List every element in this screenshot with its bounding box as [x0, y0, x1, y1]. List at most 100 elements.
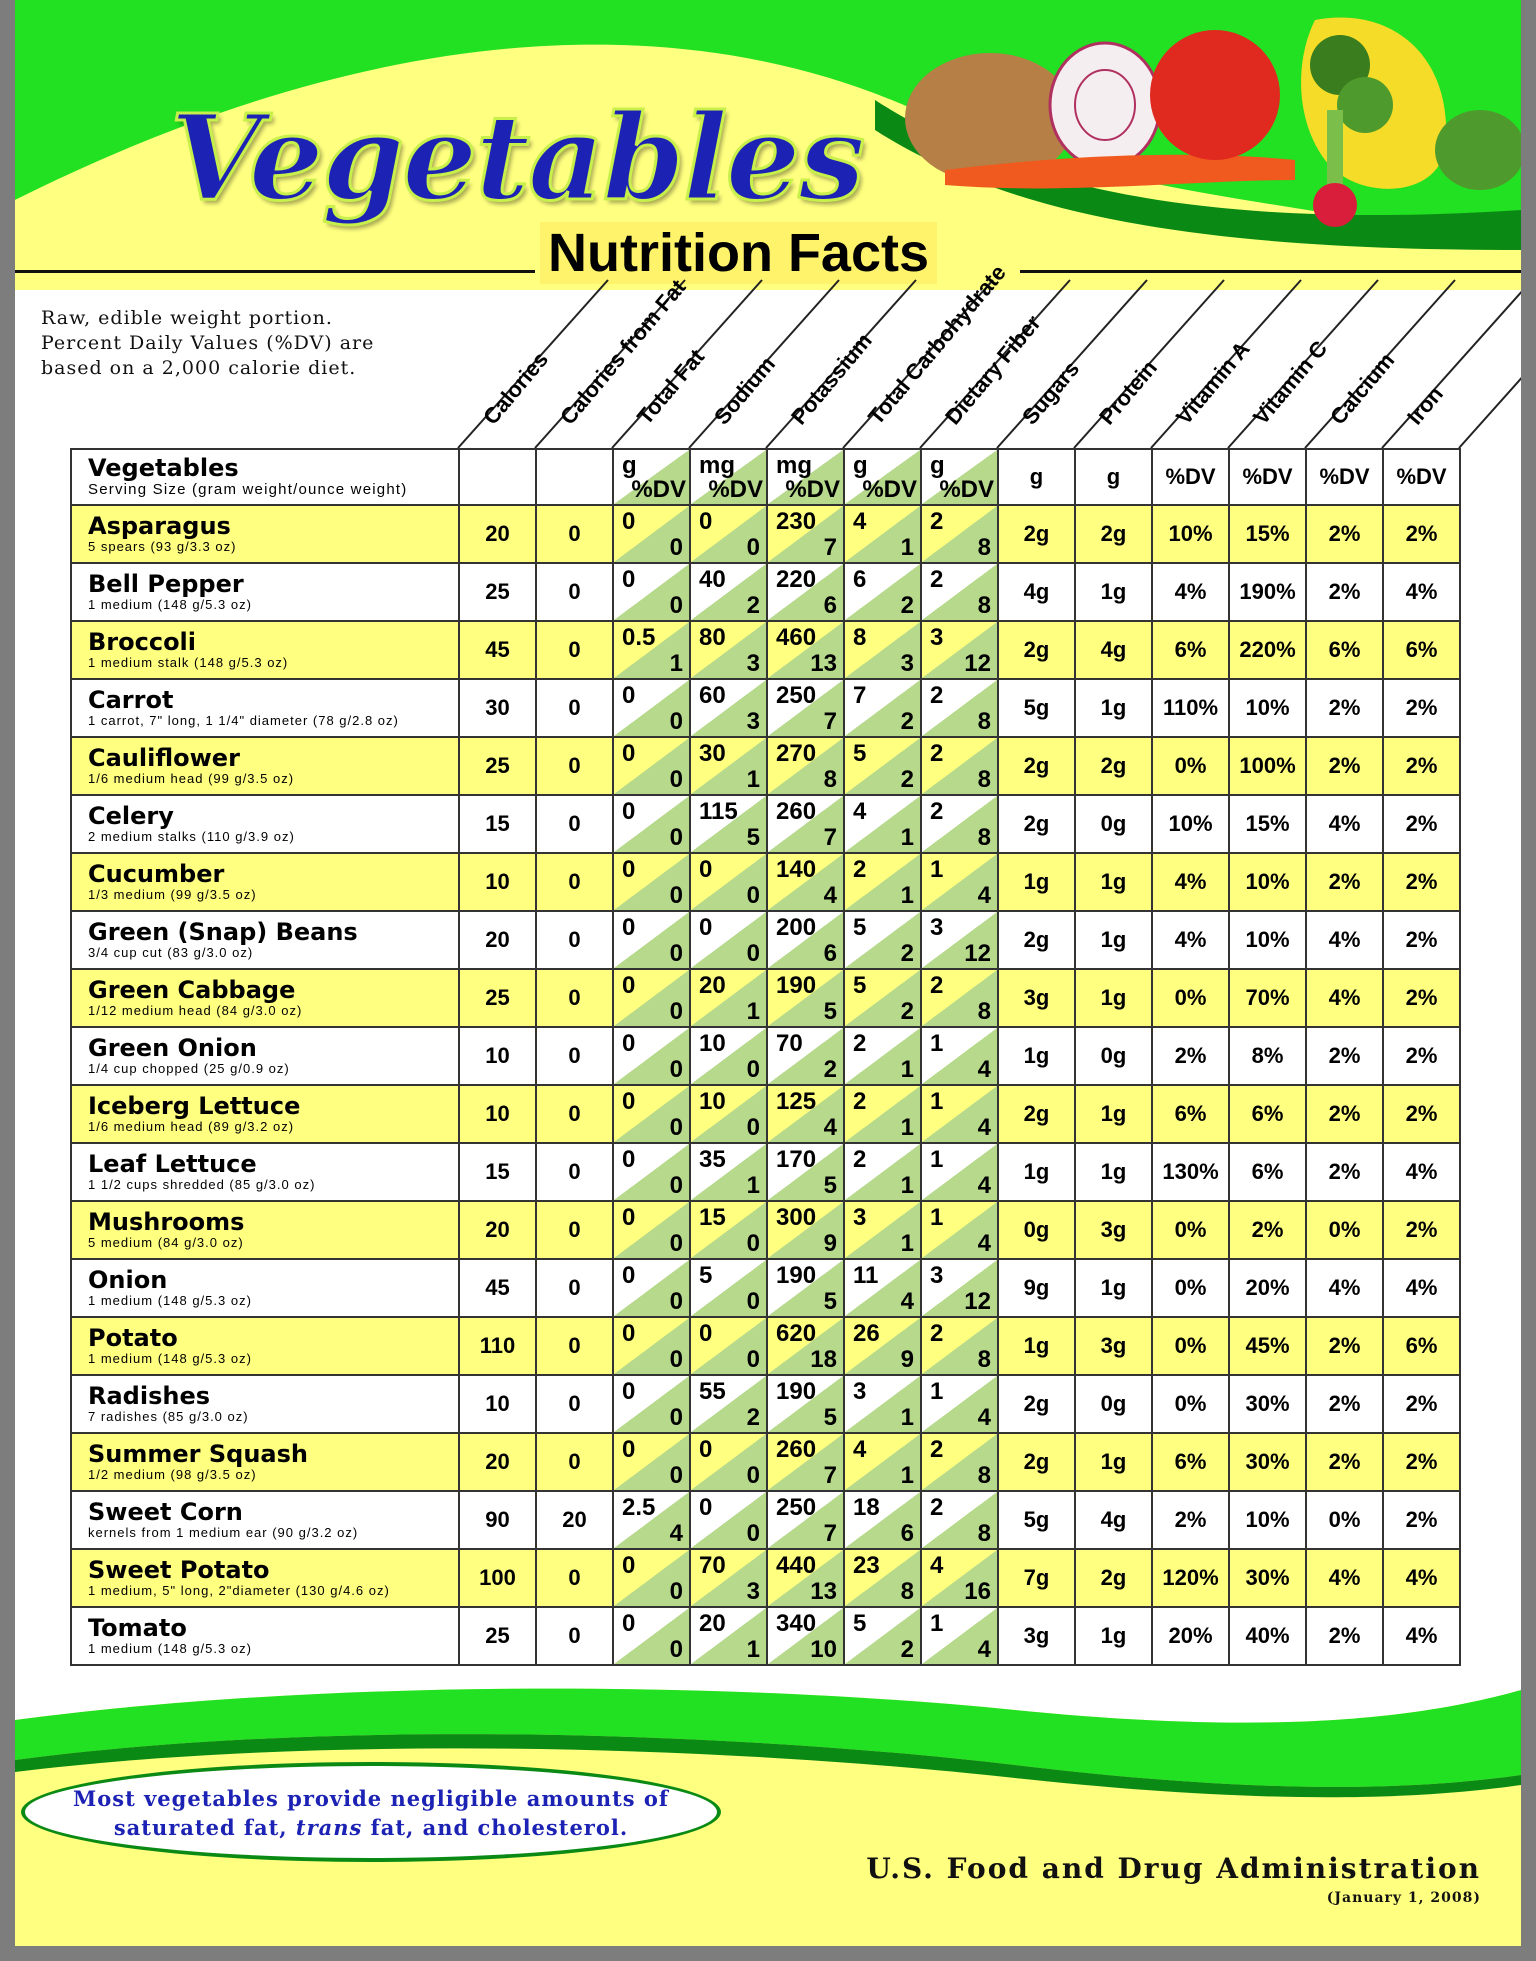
calories-cell: 25: [458, 968, 537, 1028]
unit-header-vitamin-a: %DV: [1151, 448, 1230, 506]
calories-cell: 25: [458, 562, 537, 622]
page-subtitle: Nutrition Facts: [540, 222, 938, 284]
potassium-dv: 6: [823, 592, 837, 619]
total-fat-dv: 4: [669, 1520, 683, 1547]
potassium-cell: 620 18: [766, 1316, 845, 1376]
vitamin-c-cell: 15%: [1228, 794, 1307, 854]
potassium-amount: 170: [776, 1146, 817, 1173]
header-diagonal-line: [1381, 290, 1521, 449]
protein-cell: 2g: [1074, 736, 1153, 796]
serving-size: 1 medium, 5" long, 2"diameter (130 g/4.6…: [88, 1583, 390, 1598]
total-fat-dv: 0: [669, 766, 683, 793]
dv-label: %DV: [631, 476, 686, 503]
calcium-cell: 2%: [1305, 852, 1384, 912]
header-diagonal-line: [765, 279, 917, 449]
calcium-cell: 2%: [1305, 678, 1384, 738]
vegetable-name: Summer Squash: [88, 1440, 308, 1468]
vegetable-cell: Bell Pepper 1 medium (148 g/5.3 oz): [70, 562, 460, 622]
dietary-fiber-dv: 8: [977, 766, 991, 793]
vegetable-cell: Radishes 7 radishes (85 g/3.0 oz): [70, 1374, 460, 1434]
potassium-amount: 300: [776, 1204, 817, 1231]
dietary-fiber-amount: 2: [930, 798, 944, 825]
vitamin-a-cell: 2%: [1151, 1490, 1230, 1550]
vitamin-a-cell: 4%: [1151, 910, 1230, 970]
header-diagonal-line: [611, 279, 763, 449]
vitamin-a-cell: 10%: [1151, 504, 1230, 564]
table-row: Leaf Lettuce 1 1/2 cups shredded (85 g/3.…: [70, 1142, 1461, 1202]
table-header-row: Vegetables Serving Size (gram weight/ounc…: [70, 448, 1461, 506]
potassium-amount: 260: [776, 798, 817, 825]
vitamin-a-cell: 0%: [1151, 1374, 1230, 1434]
vegetable-cell: Cauliflower 1/6 medium head (99 g/3.5 oz): [70, 736, 460, 796]
dietary-fiber-amount: 2: [930, 1436, 944, 1463]
vegetable-name: Celery: [88, 802, 174, 830]
sodium-dv: 1: [746, 1636, 760, 1663]
potassium-amount: 260: [776, 1436, 817, 1463]
total-fat-dv: 0: [669, 1230, 683, 1257]
serving-size: 1 medium stalk (148 g/5.3 oz): [88, 655, 289, 670]
header-diagonal-line: [996, 279, 1148, 449]
vegetable-name: Bell Pepper: [88, 570, 244, 598]
sodium-dv: 0: [746, 1114, 760, 1141]
banner-background: [15, 0, 1521, 290]
calories-from-fat-cell: 0: [535, 1316, 614, 1376]
vegetable-cell: Celery 2 medium stalks (110 g/3.9 oz): [70, 794, 460, 854]
dietary-fiber-amount: 2: [930, 972, 944, 999]
vitamin-a-cell: 2%: [1151, 1026, 1230, 1086]
total-carbohydrate-dv: 1: [900, 1462, 914, 1489]
total-carbohydrate-amount: 4: [853, 508, 867, 535]
vegetable-cell: Onion 1 medium (148 g/5.3 oz): [70, 1258, 460, 1318]
dietary-fiber-amount: 2: [930, 566, 944, 593]
header-diagonal-line: [1150, 279, 1302, 449]
calcium-cell: 2%: [1305, 504, 1384, 564]
total-carbohydrate-amount: 5: [853, 740, 867, 767]
total-fat-dv: 0: [669, 824, 683, 851]
calcium-cell: 0%: [1305, 1200, 1384, 1260]
sodium-amount: 35: [699, 1146, 726, 1173]
calories-cell: 30: [458, 678, 537, 738]
calcium-cell: 0%: [1305, 1490, 1384, 1550]
potassium-dv: 5: [823, 1172, 837, 1199]
sodium-cell: 35 1: [689, 1142, 768, 1202]
vitamin-c-cell: 30%: [1228, 1432, 1307, 1492]
calories-cell: 20: [458, 910, 537, 970]
potassium-amount: 340: [776, 1610, 817, 1637]
calories-from-fat-cell: 0: [535, 1084, 614, 1144]
sodium-dv: 0: [746, 1230, 760, 1257]
vitamin-c-cell: 70%: [1228, 968, 1307, 1028]
sodium-dv: 1: [746, 1172, 760, 1199]
potassium-cell: 300 9: [766, 1200, 845, 1260]
dietary-fiber-cell: 3 12: [920, 620, 999, 680]
sugars-cell: 9g: [997, 1258, 1076, 1318]
total-fat-dv: 0: [669, 708, 683, 735]
footnote-text: fat, and cholesterol.: [362, 1815, 629, 1840]
vegetable-name: Iceberg Lettuce: [88, 1092, 301, 1120]
table-row: Sweet Corn kernels from 1 medium ear (90 …: [70, 1490, 1461, 1550]
dietary-fiber-dv: 8: [977, 824, 991, 851]
total-fat-amount: 0: [622, 798, 636, 825]
protein-cell: 1g: [1074, 678, 1153, 738]
sodium-dv: 3: [746, 708, 760, 735]
vegetable-cell: Asparagus 5 spears (93 g/3.3 oz): [70, 504, 460, 564]
iron-cell: 6%: [1382, 1316, 1461, 1376]
sugars-cell: 2g: [997, 620, 1076, 680]
total-carbohydrate-amount: 5: [853, 972, 867, 999]
table-row: Cucumber 1/3 medium (99 g/3.5 oz) 10 0 0 0 0 0 1…: [70, 852, 1461, 912]
vitamin-a-cell: 130%: [1151, 1142, 1230, 1202]
total-carbohydrate-amount: 2: [853, 1146, 867, 1173]
header-diagonal-line: [1227, 279, 1379, 449]
total-fat-dv: 0: [669, 882, 683, 909]
